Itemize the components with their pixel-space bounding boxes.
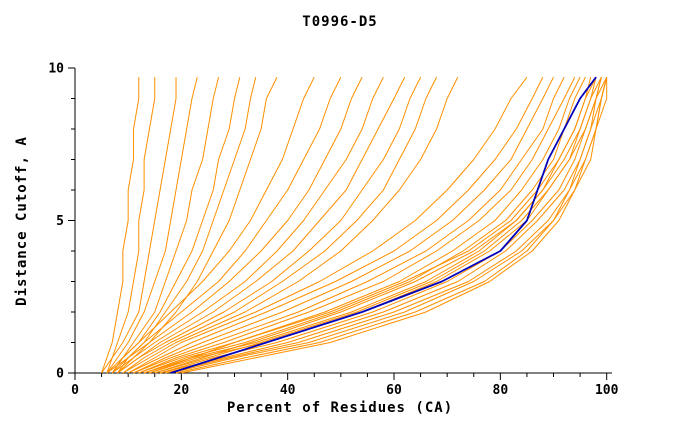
model-curve <box>138 76 576 374</box>
y-tick-label: 5 <box>56 214 64 229</box>
model-curve <box>175 77 608 374</box>
x-tick-label: 0 <box>71 383 79 398</box>
model-curve <box>159 77 602 374</box>
model-curve <box>101 77 156 374</box>
model-curve <box>154 76 602 374</box>
model-curve <box>149 76 597 374</box>
model-curve <box>170 77 608 374</box>
model-curve <box>106 76 342 374</box>
model-curve <box>127 76 544 374</box>
chart-title: T0996-D5 <box>302 14 378 30</box>
model-curve <box>111 76 384 374</box>
model-curve <box>138 76 581 374</box>
model-curve <box>111 77 220 374</box>
model-curve <box>101 77 140 374</box>
model-curve <box>165 77 608 374</box>
x-axis-label: Percent of Residues (CA) <box>226 400 454 416</box>
model-curve <box>159 76 608 374</box>
model-curve <box>106 77 177 374</box>
model-curve <box>117 76 406 374</box>
x-tick-label: 60 <box>386 383 402 398</box>
model-curve <box>111 76 363 374</box>
y-tick-label: 10 <box>48 62 64 77</box>
model-curve <box>106 76 315 374</box>
y-tick-label: 0 <box>56 367 64 382</box>
model-curve <box>117 76 278 374</box>
model-curve <box>127 76 528 374</box>
model-curve <box>181 77 608 374</box>
model-curve <box>122 76 459 374</box>
model-curve <box>117 76 422 374</box>
model-curve <box>106 77 198 374</box>
x-tick-label: 80 <box>493 383 509 398</box>
highlight-model-curve <box>170 76 597 374</box>
model-curve <box>117 77 257 374</box>
model-curve <box>122 76 437 374</box>
model-curve <box>133 76 565 374</box>
x-tick-label: 20 <box>174 383 190 398</box>
x-tick-label: 100 <box>595 383 619 398</box>
model-curve <box>133 76 554 374</box>
model-curve <box>154 77 602 374</box>
x-tick-label: 40 <box>280 383 296 398</box>
